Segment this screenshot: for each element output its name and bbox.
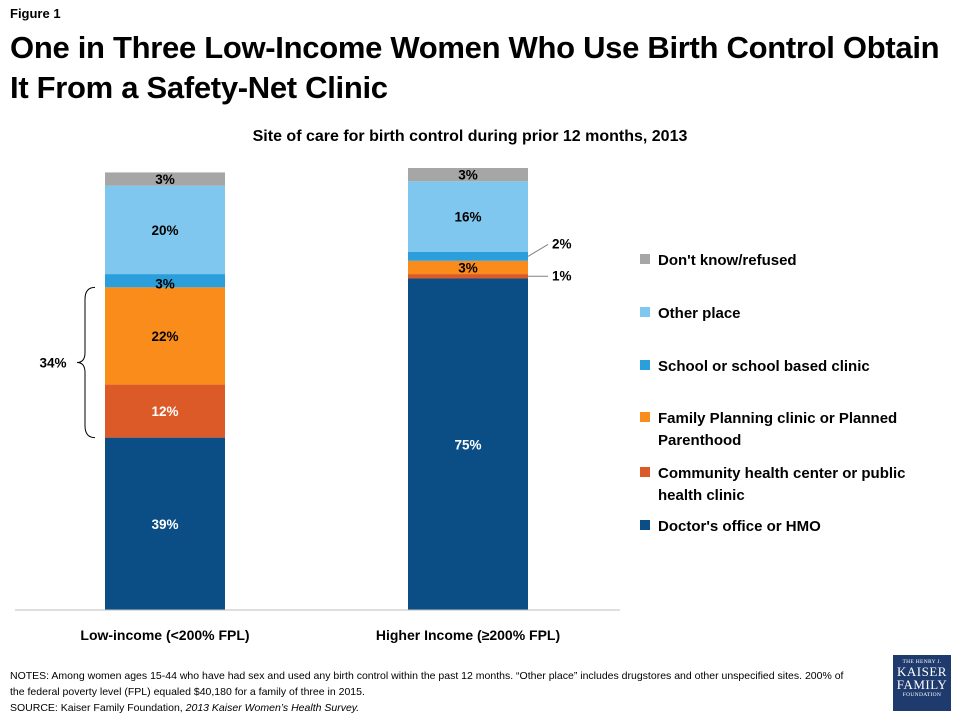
legend-item-school: School or school based clinic (640, 356, 943, 378)
category-label-2: Higher Income (≥200% FPL) (376, 627, 560, 643)
data-label-other_place-2: 16% (454, 210, 481, 225)
page-title: One in Three Low-Income Women Who Use Bi… (10, 30, 940, 105)
data-label-dont_know-2: 3% (458, 168, 478, 183)
legend-swatch-community-health (640, 467, 650, 477)
data-label-school-1: 3% (155, 276, 175, 291)
legend-label-doctor: Doctor's office or HMO (658, 518, 821, 535)
labels-layer: 39% 12% 22% 3% 20% 3% Low-income (<200% FPL) 75… (39, 168, 571, 643)
figure-label: Figure 1 (10, 6, 61, 21)
bar-segment-other_place-2 (408, 181, 528, 252)
logo-line-3: FAMILY (896, 677, 948, 692)
data-label-other_place-1: 20% (151, 223, 178, 238)
bar-segment-family_planning-1 (105, 287, 225, 385)
legend-swatch-doctor (640, 520, 650, 530)
logo-line-1: THE HENRY J. (902, 659, 942, 665)
data-label-family_planning-1: 22% (151, 329, 178, 344)
bar-segment-family_planning-2 (408, 260, 528, 275)
data-label-doctor-1: 39% (151, 517, 178, 532)
legend-swatch-school (640, 360, 650, 370)
data-label-family_planning-2: 3% (458, 260, 478, 275)
bracket-label: 34% (39, 355, 66, 370)
legend-swatch-family-planning (640, 412, 650, 422)
bar-segment-dont_know-1 (105, 172, 225, 186)
bar-segment-school-2 (408, 251, 528, 261)
bar-segment-doctor-1 (105, 437, 225, 610)
legend-swatch-dont-know (640, 254, 650, 264)
bar-segment-dont_know-2 (408, 168, 528, 182)
bar-segment-community_health-2 (408, 274, 528, 279)
bar-segment-doctor-2 (408, 278, 528, 610)
category-label-1: Low-income (<200% FPL) (80, 627, 249, 643)
data-label-dont_know-1: 3% (155, 172, 175, 187)
legend-label-dont-know: Don't know/refused (658, 252, 797, 269)
legend-item-doctor: Doctor's office or HMO (640, 516, 943, 538)
logo-line-4: FOUNDATION (902, 692, 942, 698)
legend-label-school: School or school based clinic (658, 358, 870, 375)
logo-line-2: KAISER (897, 664, 947, 679)
leader-line-school (527, 243, 549, 257)
legend-swatch-other-place (640, 307, 650, 317)
data-label-doctor-2: 75% (454, 437, 481, 452)
bar-segment-community_health-1 (105, 384, 225, 438)
kff-logo: THE HENRY J. KAISER FAMILY FOUNDATION (893, 655, 951, 711)
bars-layer (105, 168, 528, 610)
bracket (76, 286, 96, 439)
notes: NOTES: Among women ages 15-44 who have h… (10, 668, 850, 716)
legend-item-community-health: Community health center or public health… (640, 463, 943, 507)
legend-item-dont-know: Don't know/refused (640, 250, 943, 272)
legend-item-other-place: Other place (640, 303, 943, 325)
stacked-bar-chart: 39% 12% 22% 3% 20% 3% Low-income (<200% FPL) 75… (15, 168, 620, 643)
bar-segment-other_place-1 (105, 185, 225, 275)
notes-text: NOTES: Among women ages 15-44 who have h… (10, 670, 844, 698)
legend-label-other-place: Other place (658, 305, 741, 322)
data-label-school-2: 2% (552, 236, 572, 251)
source-title: 2013 Kaiser Women’s Health Survey. (185, 702, 360, 714)
chart-title: Site of care for birth control during pr… (252, 128, 688, 145)
data-label-community_health-1: 12% (151, 404, 178, 419)
legend-label-community-health: Community health center or public health… (658, 465, 906, 504)
data-label-community_health-2: 1% (552, 268, 572, 283)
legend-label-family-planning: Family Planning clinic or Planned Parent… (658, 410, 898, 449)
source-prefix: SOURCE: Kaiser Family Foundation, (10, 702, 186, 714)
bar-segment-school-1 (105, 274, 225, 288)
legend-item-family-planning: Family Planning clinic or Planned Parent… (640, 408, 943, 452)
